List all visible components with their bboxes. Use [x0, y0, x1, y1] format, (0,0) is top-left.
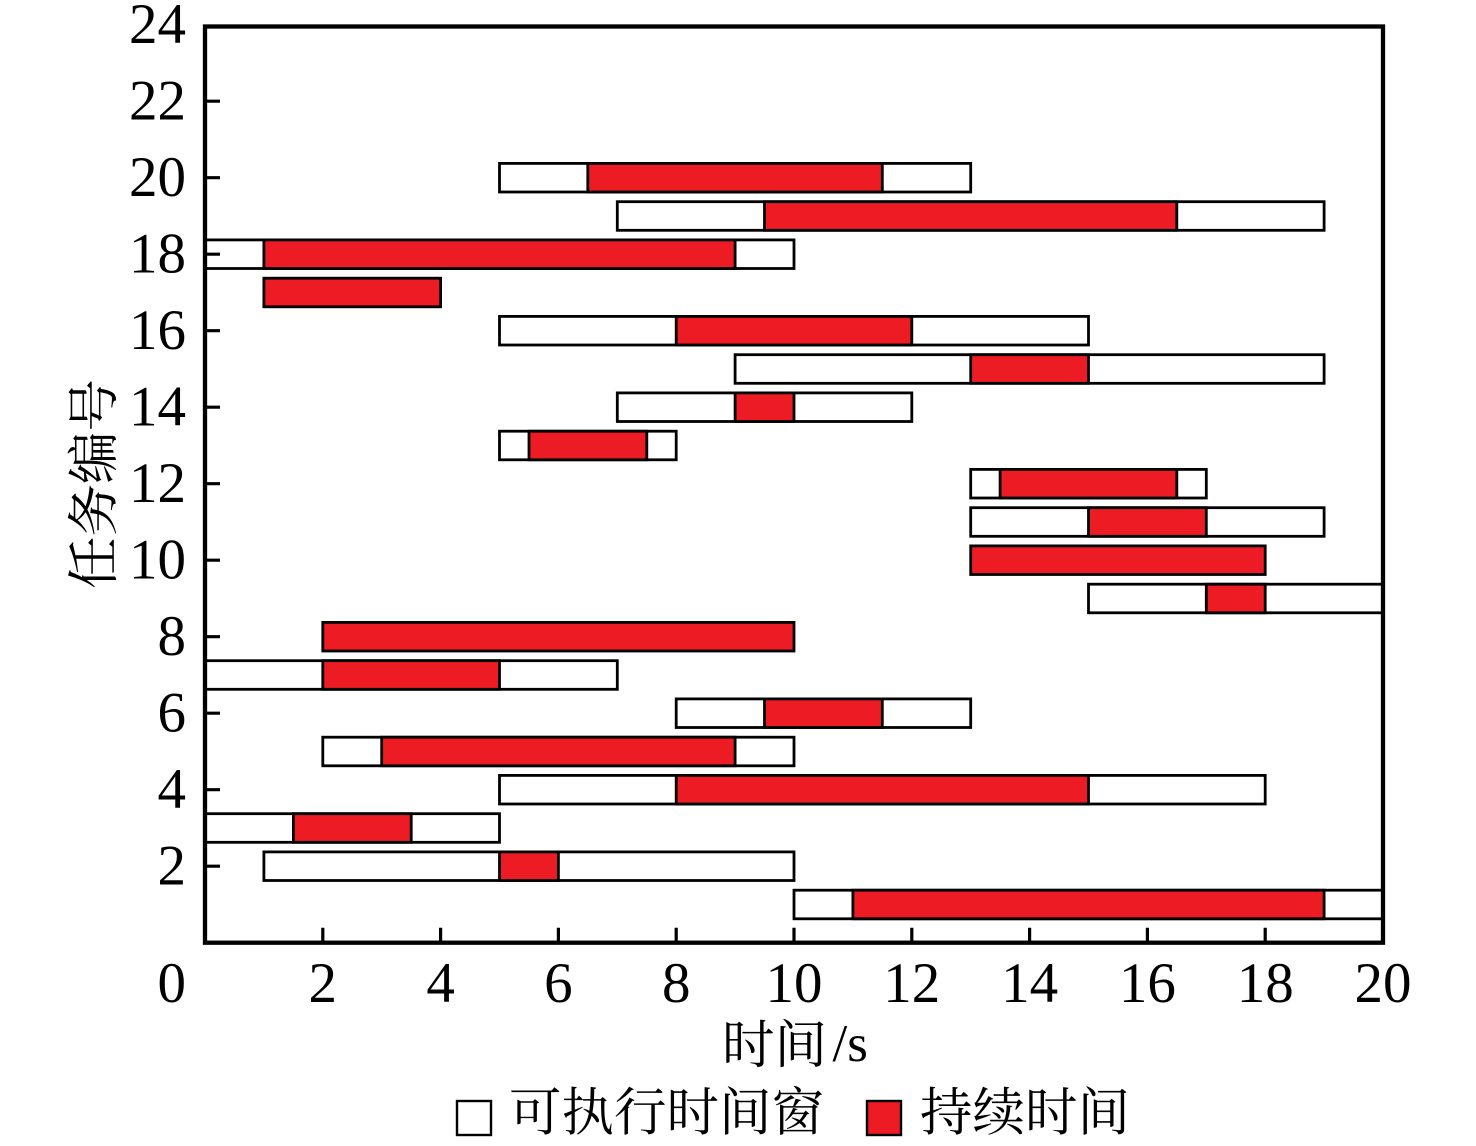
svg-text:4: 4 [158, 758, 187, 821]
svg-text:18: 18 [129, 223, 186, 286]
svg-text:0: 0 [158, 952, 187, 1015]
svg-text:10: 10 [129, 529, 186, 592]
svg-text:10: 10 [766, 952, 823, 1015]
svg-text:24: 24 [129, 0, 186, 56]
svg-text:14: 14 [1001, 952, 1058, 1015]
svg-text:8: 8 [662, 952, 691, 1015]
svg-text:2: 2 [158, 835, 187, 898]
svg-text:22: 22 [129, 70, 186, 133]
svg-text:20: 20 [129, 146, 186, 209]
svg-text:16: 16 [1119, 952, 1176, 1015]
svg-text:18: 18 [1237, 952, 1294, 1015]
svg-text:6: 6 [158, 682, 187, 745]
svg-text:20: 20 [1355, 952, 1412, 1015]
svg-text:8: 8 [158, 605, 187, 668]
svg-text:6: 6 [544, 952, 573, 1015]
svg-text:12: 12 [883, 952, 940, 1015]
svg-text:16: 16 [129, 299, 186, 362]
svg-text:4: 4 [426, 952, 455, 1015]
svg-text:2: 2 [309, 952, 338, 1015]
svg-text:/s: /s [833, 1015, 868, 1073]
svg-text:14: 14 [129, 376, 186, 439]
svg-text:12: 12 [129, 452, 186, 515]
